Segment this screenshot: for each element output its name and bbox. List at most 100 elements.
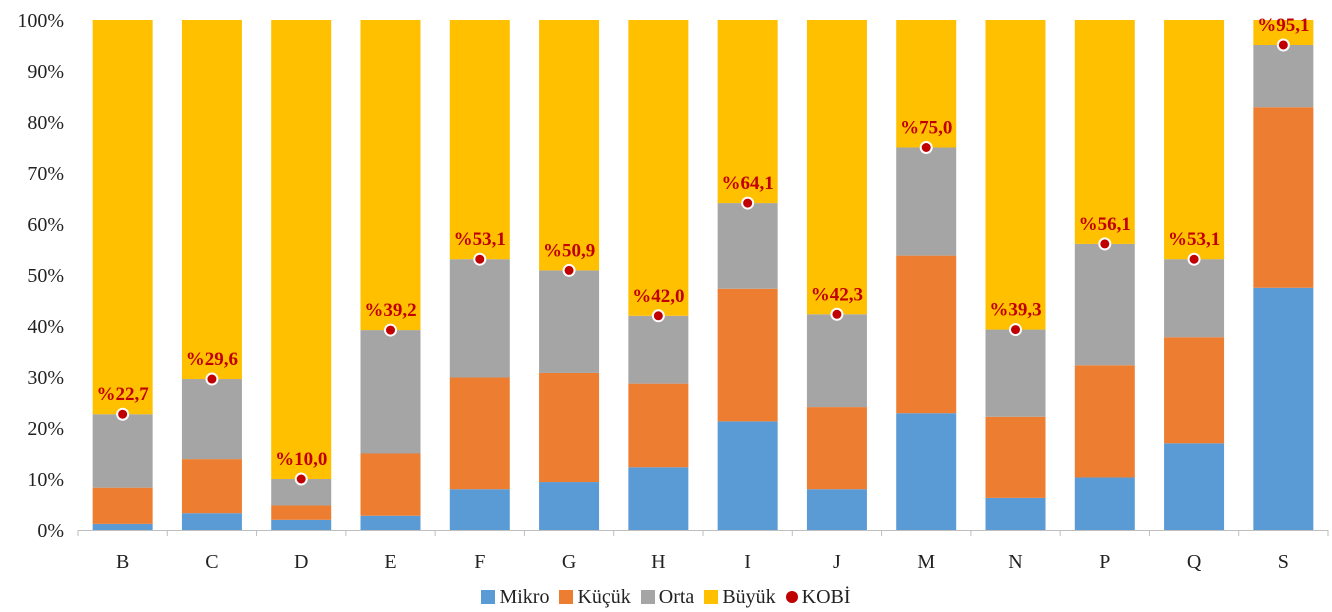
legend-item-mikro: Mikro — [481, 586, 549, 609]
y-tick-label: 30% — [27, 367, 64, 389]
legend-label-mikro: Mikro — [499, 585, 550, 608]
bar-segment-küçük — [717, 288, 778, 422]
kobi-data-label: %42,0 — [632, 286, 684, 307]
kobi-marker — [919, 141, 933, 154]
kobi-marker — [830, 307, 844, 321]
bar-segment-orta — [985, 329, 1046, 417]
kobi-data-label: %22,7 — [97, 384, 150, 405]
bar-segment-orta — [1253, 44, 1314, 108]
kobi-marker — [651, 309, 665, 323]
kobi-marker — [1009, 323, 1022, 337]
bar-segment-büyük — [360, 20, 421, 331]
kobi-data-label: %75,0 — [900, 118, 952, 139]
x-tick-label: B — [116, 551, 129, 573]
x-tick-label: Q — [1187, 551, 1202, 573]
bar-segment-büyük — [1164, 20, 1225, 260]
bar-segment-mikro — [1074, 477, 1135, 530]
legend-marker-kobi — [785, 591, 798, 603]
bar-segment-büyük — [896, 20, 957, 148]
legend-item-kucuk: Küçük — [559, 585, 631, 609]
bar-segment-küçük — [271, 505, 332, 520]
kobi-data-label: %53,1 — [454, 229, 506, 250]
kobi-marker — [473, 252, 487, 266]
kobi-marker — [294, 472, 308, 486]
bar-segment-mikro — [539, 482, 600, 530]
bar-segment-küçük — [181, 459, 242, 514]
bar-segment-mikro — [92, 523, 153, 530]
y-tick-label: 50% — [27, 265, 64, 287]
bar-segment-küçük — [539, 372, 600, 483]
legend-item-buyuk: Büyük — [704, 586, 776, 609]
bar-segment-küçük — [628, 383, 689, 468]
y-tick-label: 80% — [27, 112, 64, 134]
x-tick-label: J — [833, 551, 841, 573]
kobi-marker — [205, 372, 219, 386]
x-tick-label: P — [1099, 551, 1110, 573]
bar-segment-mikro — [717, 421, 778, 530]
bar-segment-mikro — [806, 489, 867, 530]
bar-segment-mikro — [1164, 443, 1225, 530]
kobi-marker — [1098, 237, 1112, 251]
y-tick-label: 20% — [27, 418, 64, 440]
x-tick-label: I — [744, 551, 751, 573]
y-tick-label: 10% — [27, 469, 64, 491]
kobi-data-label: %39,2 — [364, 300, 416, 321]
bar-segment-orta — [1074, 243, 1135, 366]
bar-segment-orta — [539, 270, 600, 373]
bar-segment-küçük — [896, 255, 957, 414]
bar-segment-orta — [717, 203, 778, 289]
kobi-data-label: %39,3 — [989, 300, 1041, 321]
bar-segment-mikro — [181, 513, 242, 530]
bar-segment-büyük — [271, 20, 332, 479]
bar-segment-orta — [806, 314, 867, 408]
legend-label-orta: Orta — [658, 585, 695, 608]
legend-label-kucuk: Küçük — [577, 585, 631, 608]
bar-segment-orta — [92, 414, 153, 488]
x-tick-label: C — [205, 551, 218, 573]
bar-segment-mikro — [985, 497, 1046, 530]
bar-segment-küçük — [360, 453, 421, 516]
bar-segment-küçük — [92, 487, 153, 524]
bar-segment-büyük — [985, 20, 1046, 330]
y-tick-label: 60% — [27, 214, 64, 236]
legend-swatch-kucuk — [559, 590, 574, 604]
kobi-marker — [384, 323, 397, 337]
bar-segment-orta — [360, 330, 421, 454]
bar-segment-mikro — [449, 489, 510, 530]
bar-segment-mikro — [896, 413, 957, 530]
kobi-marker — [741, 196, 755, 210]
bar-segment-büyük — [449, 20, 510, 260]
bar-segment-küçük — [985, 416, 1046, 498]
kobi-data-label: %95,1 — [1257, 15, 1309, 36]
legend-swatch-orta — [640, 590, 655, 604]
y-tick-label: 40% — [27, 316, 64, 338]
bar-segment-büyük — [539, 20, 600, 271]
kobi-data-label: %50,9 — [543, 240, 595, 261]
legend-swatch-buyuk — [704, 590, 719, 604]
bar-segment-küçük — [1074, 365, 1135, 478]
bar-segment-orta — [181, 379, 242, 460]
x-tick-label: G — [562, 551, 576, 573]
kobi-data-label: %10,0 — [275, 449, 327, 470]
kobi-marker — [116, 407, 130, 421]
bar-segment-mikro — [628, 467, 689, 530]
kobi-marker — [1187, 252, 1201, 266]
bar-segment-büyük — [1074, 20, 1135, 244]
kobi-data-label: %64,1 — [722, 173, 774, 194]
bar-segment-mikro — [271, 519, 332, 530]
x-tick-label: H — [651, 551, 665, 573]
kobi-data-label: %53,1 — [1168, 229, 1220, 250]
bar-segment-büyük — [181, 20, 242, 380]
bar-segment-orta — [628, 315, 689, 384]
legend-label-kobi: KOBİ — [801, 585, 851, 608]
x-tick-label: F — [474, 551, 485, 573]
y-tick-label: 70% — [27, 163, 64, 185]
legend-swatch-mikro — [481, 590, 496, 604]
y-tick-label: 0% — [37, 520, 64, 542]
x-tick-label: N — [1008, 551, 1022, 573]
bar-segment-mikro — [360, 515, 421, 530]
bar-segment-mikro — [1253, 287, 1314, 530]
kobi-data-label: %56,1 — [1079, 214, 1131, 235]
legend-item-kobi: KOBİ — [785, 585, 851, 609]
bar-segment-küçük — [449, 377, 510, 490]
